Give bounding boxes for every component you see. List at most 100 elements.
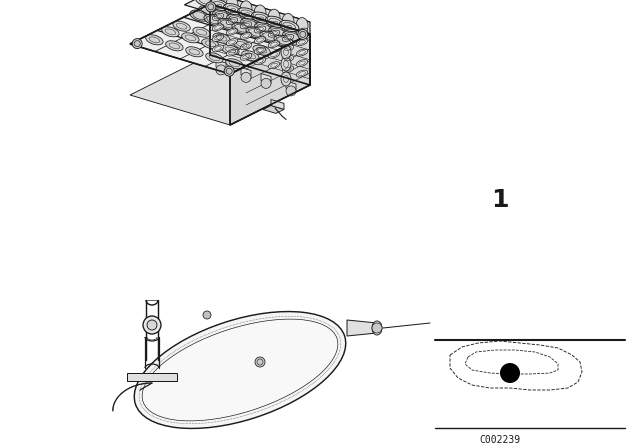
Ellipse shape [146, 35, 163, 45]
Ellipse shape [283, 31, 302, 42]
Ellipse shape [227, 14, 246, 25]
Polygon shape [241, 68, 251, 78]
Ellipse shape [296, 70, 308, 77]
Polygon shape [286, 81, 296, 91]
Ellipse shape [266, 16, 285, 27]
Ellipse shape [232, 22, 252, 34]
Polygon shape [263, 105, 284, 113]
Ellipse shape [281, 45, 291, 59]
Ellipse shape [186, 47, 203, 57]
Ellipse shape [193, 27, 211, 37]
Ellipse shape [254, 47, 266, 54]
Ellipse shape [372, 321, 382, 335]
Ellipse shape [212, 0, 224, 9]
Ellipse shape [227, 49, 237, 56]
Ellipse shape [254, 26, 266, 33]
Ellipse shape [142, 319, 338, 421]
Ellipse shape [227, 39, 237, 46]
Ellipse shape [190, 10, 209, 21]
Ellipse shape [268, 51, 280, 58]
Ellipse shape [221, 45, 239, 55]
Circle shape [261, 78, 271, 88]
Ellipse shape [254, 37, 266, 43]
Circle shape [286, 86, 296, 96]
Ellipse shape [218, 18, 237, 30]
Ellipse shape [202, 39, 219, 49]
Ellipse shape [209, 0, 229, 11]
Circle shape [372, 323, 382, 333]
Ellipse shape [255, 22, 274, 34]
Ellipse shape [223, 4, 243, 15]
Ellipse shape [296, 17, 308, 34]
Ellipse shape [269, 26, 288, 38]
Ellipse shape [196, 0, 215, 6]
Polygon shape [127, 373, 177, 381]
Ellipse shape [240, 32, 252, 39]
Ellipse shape [212, 24, 224, 31]
Ellipse shape [227, 7, 237, 14]
Ellipse shape [204, 14, 223, 26]
Ellipse shape [212, 34, 224, 41]
Ellipse shape [282, 34, 294, 41]
Ellipse shape [268, 20, 280, 27]
Polygon shape [210, 4, 310, 85]
Polygon shape [216, 60, 226, 70]
Circle shape [206, 2, 216, 12]
Circle shape [143, 316, 161, 334]
Ellipse shape [212, 45, 224, 52]
Ellipse shape [253, 45, 270, 55]
Circle shape [241, 73, 251, 82]
Ellipse shape [227, 28, 237, 35]
Ellipse shape [134, 311, 346, 428]
Ellipse shape [233, 39, 250, 49]
Circle shape [224, 66, 234, 76]
Ellipse shape [246, 27, 265, 38]
Ellipse shape [282, 45, 294, 52]
Ellipse shape [212, 3, 224, 10]
Ellipse shape [227, 17, 237, 25]
Ellipse shape [173, 21, 190, 31]
Ellipse shape [162, 27, 179, 37]
Ellipse shape [240, 11, 252, 18]
Ellipse shape [212, 10, 232, 21]
Ellipse shape [281, 57, 291, 71]
Ellipse shape [226, 59, 243, 69]
Circle shape [500, 363, 520, 383]
Ellipse shape [268, 9, 280, 25]
Circle shape [147, 320, 157, 330]
Ellipse shape [268, 62, 280, 69]
Ellipse shape [240, 43, 252, 50]
Ellipse shape [254, 5, 266, 21]
Ellipse shape [282, 56, 294, 62]
Polygon shape [210, 0, 310, 34]
Ellipse shape [260, 31, 279, 42]
Ellipse shape [296, 49, 308, 56]
Polygon shape [130, 4, 310, 74]
Ellipse shape [240, 22, 252, 29]
Ellipse shape [296, 39, 308, 46]
Polygon shape [184, 0, 310, 35]
Ellipse shape [237, 8, 257, 19]
Polygon shape [347, 320, 377, 336]
Ellipse shape [252, 12, 271, 23]
Text: C002239: C002239 [479, 435, 520, 445]
Ellipse shape [254, 16, 266, 22]
Ellipse shape [282, 13, 294, 30]
Ellipse shape [199, 5, 218, 17]
Ellipse shape [212, 13, 224, 21]
Circle shape [203, 311, 211, 319]
Ellipse shape [205, 53, 223, 63]
Polygon shape [130, 55, 310, 125]
Circle shape [298, 30, 308, 39]
Ellipse shape [281, 72, 291, 86]
Polygon shape [261, 73, 271, 84]
Ellipse shape [282, 24, 294, 31]
Ellipse shape [268, 30, 280, 37]
Circle shape [132, 39, 142, 48]
Ellipse shape [296, 60, 308, 67]
Ellipse shape [166, 41, 183, 51]
Ellipse shape [254, 57, 266, 65]
Text: 1: 1 [492, 188, 509, 212]
Ellipse shape [240, 1, 252, 17]
Ellipse shape [213, 33, 230, 43]
